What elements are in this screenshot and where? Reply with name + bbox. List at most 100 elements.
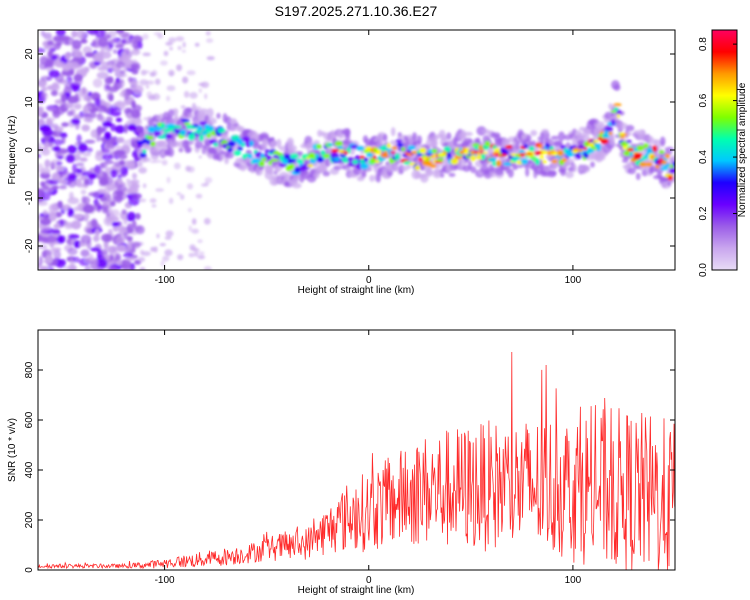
signal-core [436, 158, 445, 162]
signal-halo [221, 134, 229, 139]
signal-core [596, 144, 601, 152]
noise-speckle [74, 51, 84, 59]
noise-speckle [57, 200, 63, 209]
noise-speckle [65, 101, 73, 109]
signal-core [241, 143, 245, 147]
noise-speckle [165, 41, 173, 46]
noise-speckle [96, 125, 103, 136]
noise-speckle [193, 251, 199, 257]
noise-speckle [51, 185, 60, 190]
noise-speckle [142, 52, 151, 57]
spectrogram-ylabel: Frequency (Hz) [7, 116, 18, 185]
noise-speckle [161, 159, 168, 166]
noise-speckle [188, 252, 195, 258]
signal-halo [178, 147, 184, 153]
signal-core [575, 154, 582, 160]
noise-speckle [149, 160, 157, 164]
signal-core [199, 121, 207, 126]
signal-halo [470, 166, 477, 174]
signal-core [197, 125, 204, 131]
noise-speckle [83, 112, 88, 122]
noise-speckle [121, 209, 127, 215]
noise-speckle [68, 234, 80, 240]
noise-speckle [131, 220, 137, 229]
noise-speckle [38, 142, 42, 148]
colorbar: 0.0 0.2 0.4 0.6 0.8 Normalized spectral ampl… [698, 29, 748, 277]
signal-core [417, 153, 424, 157]
noise-speckle [40, 92, 49, 100]
noise-speckle [125, 256, 136, 261]
noise-speckle [41, 226, 51, 232]
signal-halo [287, 144, 297, 152]
noise-speckle [123, 47, 131, 55]
signal-peak [588, 142, 595, 147]
noise-speckle [76, 30, 86, 39]
noise-speckle [204, 177, 213, 184]
signal-core [266, 155, 272, 161]
signal-halo [225, 116, 232, 125]
signal-core [592, 139, 600, 144]
signal-core [431, 148, 438, 154]
signal-core [376, 149, 382, 155]
figure-title: S197.2025.271.10.36.E27 [275, 3, 438, 19]
noise-speckle [101, 208, 109, 214]
noise-speckle [130, 63, 139, 70]
signal-core [217, 128, 226, 134]
signal-halo [530, 130, 538, 137]
noise-speckle [115, 61, 125, 69]
noise-speckle [173, 162, 181, 170]
noise-speckle [60, 259, 67, 266]
signal-core [480, 153, 486, 160]
signal-halo [512, 163, 519, 170]
signal-halo [252, 142, 260, 150]
noise-speckle [93, 235, 100, 242]
noise-speckle [188, 225, 192, 232]
signal-core [419, 147, 427, 154]
signal-halo [625, 124, 635, 132]
noise-speckle [131, 100, 136, 109]
noise-speckle [119, 160, 125, 166]
signal-core [247, 153, 253, 159]
noise-speckle [110, 38, 118, 45]
noise-speckle [114, 125, 126, 134]
noise-speckle [140, 69, 147, 76]
noise-speckle [110, 136, 117, 145]
snr-ylabel: SNR (10 * v/v) [7, 418, 18, 482]
colorbar-tick-label: 0.8 [698, 37, 709, 51]
noise-speckle [51, 175, 61, 181]
signal-halo [186, 148, 192, 153]
noise-speckle [83, 95, 89, 101]
noise-speckle [56, 106, 65, 115]
signal-core [142, 149, 147, 154]
signal-core [450, 157, 459, 165]
signal-core [484, 140, 491, 147]
noise-speckle [51, 123, 59, 130]
noise-speckle [203, 217, 211, 225]
noise-speckle [197, 255, 206, 260]
signal-core [227, 140, 236, 147]
signal-peak [518, 153, 526, 157]
signal-peak [422, 156, 427, 161]
signal-halo [531, 140, 536, 146]
noise-speckle [90, 247, 101, 252]
signal-core [600, 138, 609, 145]
signal-halo [313, 140, 320, 146]
signal-peak [479, 151, 484, 154]
noise-speckle [73, 206, 80, 212]
signal-halo [542, 167, 551, 172]
noise-speckle [54, 61, 66, 68]
signal-core [139, 152, 147, 158]
signal-peak [359, 155, 366, 159]
signal-halo [292, 182, 302, 189]
colorbar-tick-label: 0.2 [698, 206, 709, 220]
noise-speckle [130, 179, 140, 185]
noise-speckle [104, 76, 114, 85]
noise-speckle [179, 194, 185, 200]
noise-speckle [130, 241, 142, 248]
noise-speckle [82, 46, 93, 55]
signal-halo [142, 157, 151, 163]
noise-speckle [101, 233, 113, 243]
signal-core [213, 142, 219, 147]
signal-peak [527, 152, 533, 155]
